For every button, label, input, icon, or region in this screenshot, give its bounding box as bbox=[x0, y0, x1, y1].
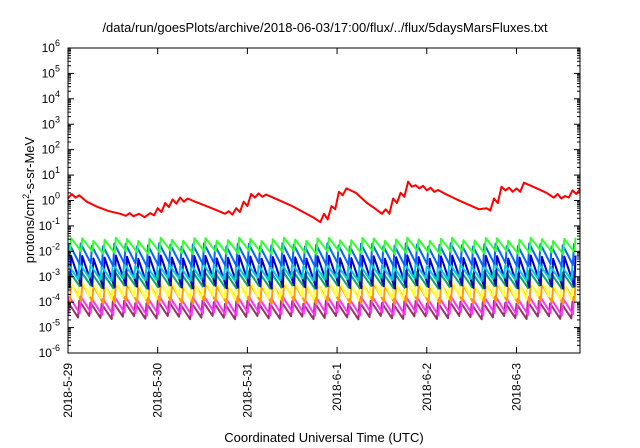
y-tick-label: 104 bbox=[42, 89, 60, 106]
x-tick-label: 2018-6-2 bbox=[420, 363, 434, 411]
series-line bbox=[67, 242, 575, 268]
y-tick-label: 103 bbox=[42, 114, 60, 131]
x-tick-label: 2018-5-31 bbox=[240, 363, 254, 418]
series-line bbox=[67, 295, 575, 317]
y-tick-label: 105 bbox=[42, 63, 60, 80]
x-axis: 2018-5-29 2018-5-30 2018-5-31 2018-6-1 2018-… bbox=[61, 48, 523, 418]
series-line bbox=[67, 299, 574, 321]
y-tick-label: 100 bbox=[42, 191, 60, 208]
x-tick-label: 2018-5-30 bbox=[151, 363, 165, 418]
series-line bbox=[67, 274, 574, 301]
y-tick-label: 10-2 bbox=[39, 241, 60, 258]
y-tick-label: 106 bbox=[42, 38, 60, 55]
y-axis-label: protons/cm2-s-sr-MeV bbox=[21, 136, 37, 263]
series-line bbox=[67, 262, 574, 282]
y-tick-label: 10-1 bbox=[39, 216, 60, 233]
x-axis-label: Coordinated Universal Time (UTC) bbox=[224, 430, 423, 445]
x-tick-label: 2018-6-1 bbox=[330, 363, 344, 411]
y-tick-label: 101 bbox=[42, 165, 60, 182]
y-tick-label: 10-5 bbox=[39, 318, 60, 335]
x-tick-label: 2018-5-29 bbox=[61, 363, 75, 418]
series-line bbox=[68, 254, 577, 290]
chart-title: /data/run/goesPlots/archive/2018-06-03/1… bbox=[102, 20, 548, 35]
ylabel-sup: 2 bbox=[21, 194, 31, 199]
x-tick-label: 2018-6-3 bbox=[509, 363, 523, 411]
y-tick-label: 10-3 bbox=[39, 267, 60, 284]
ylabel-post: -s-sr-MeV bbox=[22, 136, 37, 193]
y-tick-label: 102 bbox=[42, 140, 60, 157]
series-line bbox=[68, 236, 577, 256]
y-tick-label: 10-6 bbox=[39, 343, 60, 360]
y-axis: 10-6 10-5 10-4 10-3 10-2 10-1 100 101 102 103 104 1… bbox=[39, 38, 580, 360]
y-tick-label: 10-4 bbox=[39, 292, 60, 309]
ylabel-pre: protons/cm bbox=[22, 199, 37, 263]
series-line bbox=[67, 180, 581, 224]
plot-series bbox=[67, 180, 581, 321]
